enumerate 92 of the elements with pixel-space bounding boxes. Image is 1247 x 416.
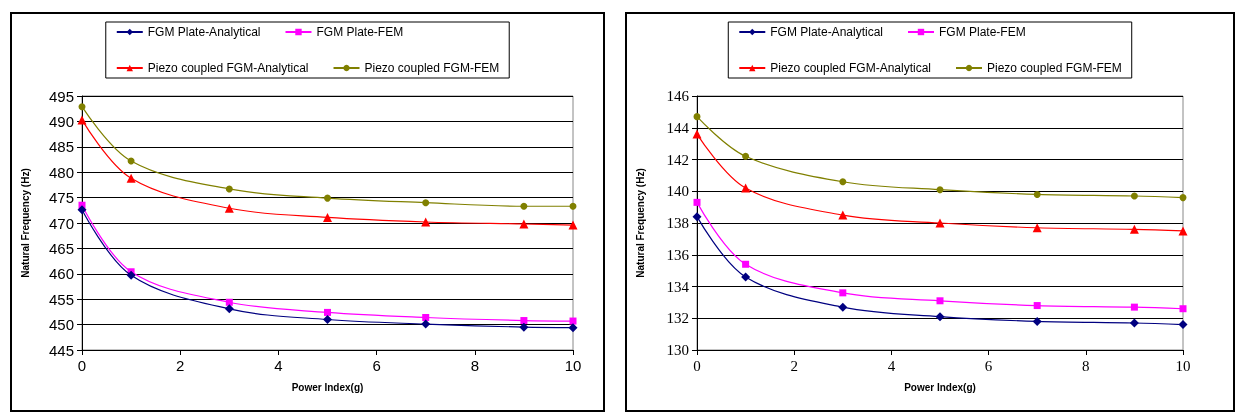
point bbox=[936, 186, 944, 194]
y-tick-label: 495 bbox=[48, 87, 74, 105]
point bbox=[324, 308, 331, 316]
legend-label: FGM Plate-FEM bbox=[316, 25, 404, 39]
point bbox=[225, 185, 233, 193]
x-tick-label: 8 bbox=[470, 357, 479, 374]
point bbox=[742, 152, 750, 160]
y-tick-label: 470 bbox=[48, 214, 74, 232]
y-tick-label: 485 bbox=[48, 138, 74, 156]
point bbox=[323, 212, 332, 222]
point bbox=[421, 319, 431, 329]
point bbox=[1129, 318, 1139, 328]
point bbox=[323, 315, 332, 325]
y-tick-label: 460 bbox=[48, 265, 74, 283]
point bbox=[1033, 190, 1041, 198]
point bbox=[519, 219, 529, 229]
y-axis-title: Natural Frequency (Hz) bbox=[634, 168, 646, 278]
x-tick-label: 10 bbox=[1175, 357, 1191, 374]
point bbox=[569, 317, 577, 325]
point bbox=[935, 312, 945, 322]
point bbox=[225, 298, 233, 306]
y-tick-label: 450 bbox=[48, 316, 74, 334]
point bbox=[838, 302, 848, 312]
x-tick-label: 8 bbox=[1082, 357, 1090, 374]
point bbox=[519, 322, 529, 332]
x-tick-label: 0 bbox=[693, 357, 701, 374]
legend-label: Piezo coupled FGM-FEM bbox=[987, 61, 1122, 75]
point bbox=[693, 113, 701, 121]
point bbox=[1032, 316, 1042, 326]
point bbox=[693, 198, 701, 206]
point bbox=[569, 202, 577, 210]
point bbox=[1130, 303, 1138, 311]
x-tick-label: 4 bbox=[274, 357, 283, 374]
legend-label: FGM Plate-Analytical bbox=[770, 25, 883, 39]
point bbox=[839, 289, 847, 297]
point bbox=[742, 260, 750, 268]
point bbox=[1179, 194, 1187, 202]
x-tick-label: 0 bbox=[77, 357, 87, 374]
point bbox=[520, 317, 528, 325]
y-tick-label: 136 bbox=[666, 246, 690, 263]
x-tick-label: 4 bbox=[887, 357, 896, 374]
point bbox=[1178, 320, 1188, 330]
point bbox=[936, 297, 944, 305]
point bbox=[839, 178, 847, 186]
x-tick-label: 2 bbox=[176, 357, 185, 374]
point bbox=[1179, 305, 1187, 313]
x-tick-label: 6 bbox=[984, 357, 993, 374]
y-axis-title: Natural Frequency (Hz) bbox=[19, 168, 31, 278]
y-tick-label: 130 bbox=[666, 342, 689, 358]
point bbox=[568, 220, 578, 230]
point bbox=[126, 173, 136, 183]
point bbox=[224, 304, 234, 314]
y-tick-label: 144 bbox=[666, 119, 690, 136]
point bbox=[126, 270, 136, 280]
point bbox=[224, 203, 234, 213]
y-tick-label: 475 bbox=[48, 189, 74, 207]
point bbox=[1129, 224, 1139, 234]
y-tick-label: 142 bbox=[666, 151, 689, 168]
legend-label: FGM Plate-FEM bbox=[938, 25, 1026, 39]
legend-label: Piezo coupled FGM-FEM bbox=[364, 61, 500, 75]
x-axis-title: Power Index(g) bbox=[904, 381, 976, 393]
y-tick-label: 134 bbox=[666, 278, 690, 295]
point bbox=[741, 183, 751, 193]
point bbox=[741, 272, 751, 282]
y-tick-label: 140 bbox=[666, 183, 689, 200]
point bbox=[568, 323, 578, 333]
point bbox=[1130, 192, 1138, 200]
point bbox=[1033, 302, 1041, 310]
legend-label: Piezo coupled FGM-Analytical bbox=[770, 61, 932, 75]
point bbox=[422, 313, 430, 321]
x-tick-label: 2 bbox=[790, 357, 798, 374]
y-tick-label: 132 bbox=[666, 310, 689, 327]
y-tick-label: 138 bbox=[666, 215, 689, 231]
y-tick-label: 490 bbox=[48, 112, 74, 130]
point bbox=[78, 103, 86, 111]
point bbox=[935, 218, 945, 228]
legend-label: FGM Plate-Analytical bbox=[147, 25, 261, 39]
y-tick-label: 465 bbox=[48, 239, 74, 257]
point bbox=[324, 194, 331, 202]
point bbox=[838, 210, 848, 220]
y-tick-label: 445 bbox=[48, 341, 74, 359]
legend-label: Piezo coupled FGM-Analytical bbox=[147, 61, 309, 75]
x-axis-title: Power Index(g) bbox=[291, 381, 364, 393]
x-tick-label: 10 bbox=[564, 357, 582, 374]
x-tick-label: 6 bbox=[372, 357, 381, 374]
y-tick-label: 146 bbox=[666, 88, 690, 104]
point bbox=[77, 205, 87, 215]
point bbox=[1178, 226, 1188, 236]
point bbox=[422, 199, 430, 207]
y-tick-label: 480 bbox=[48, 163, 74, 181]
point bbox=[520, 202, 528, 210]
y-tick-label: 455 bbox=[48, 290, 74, 308]
